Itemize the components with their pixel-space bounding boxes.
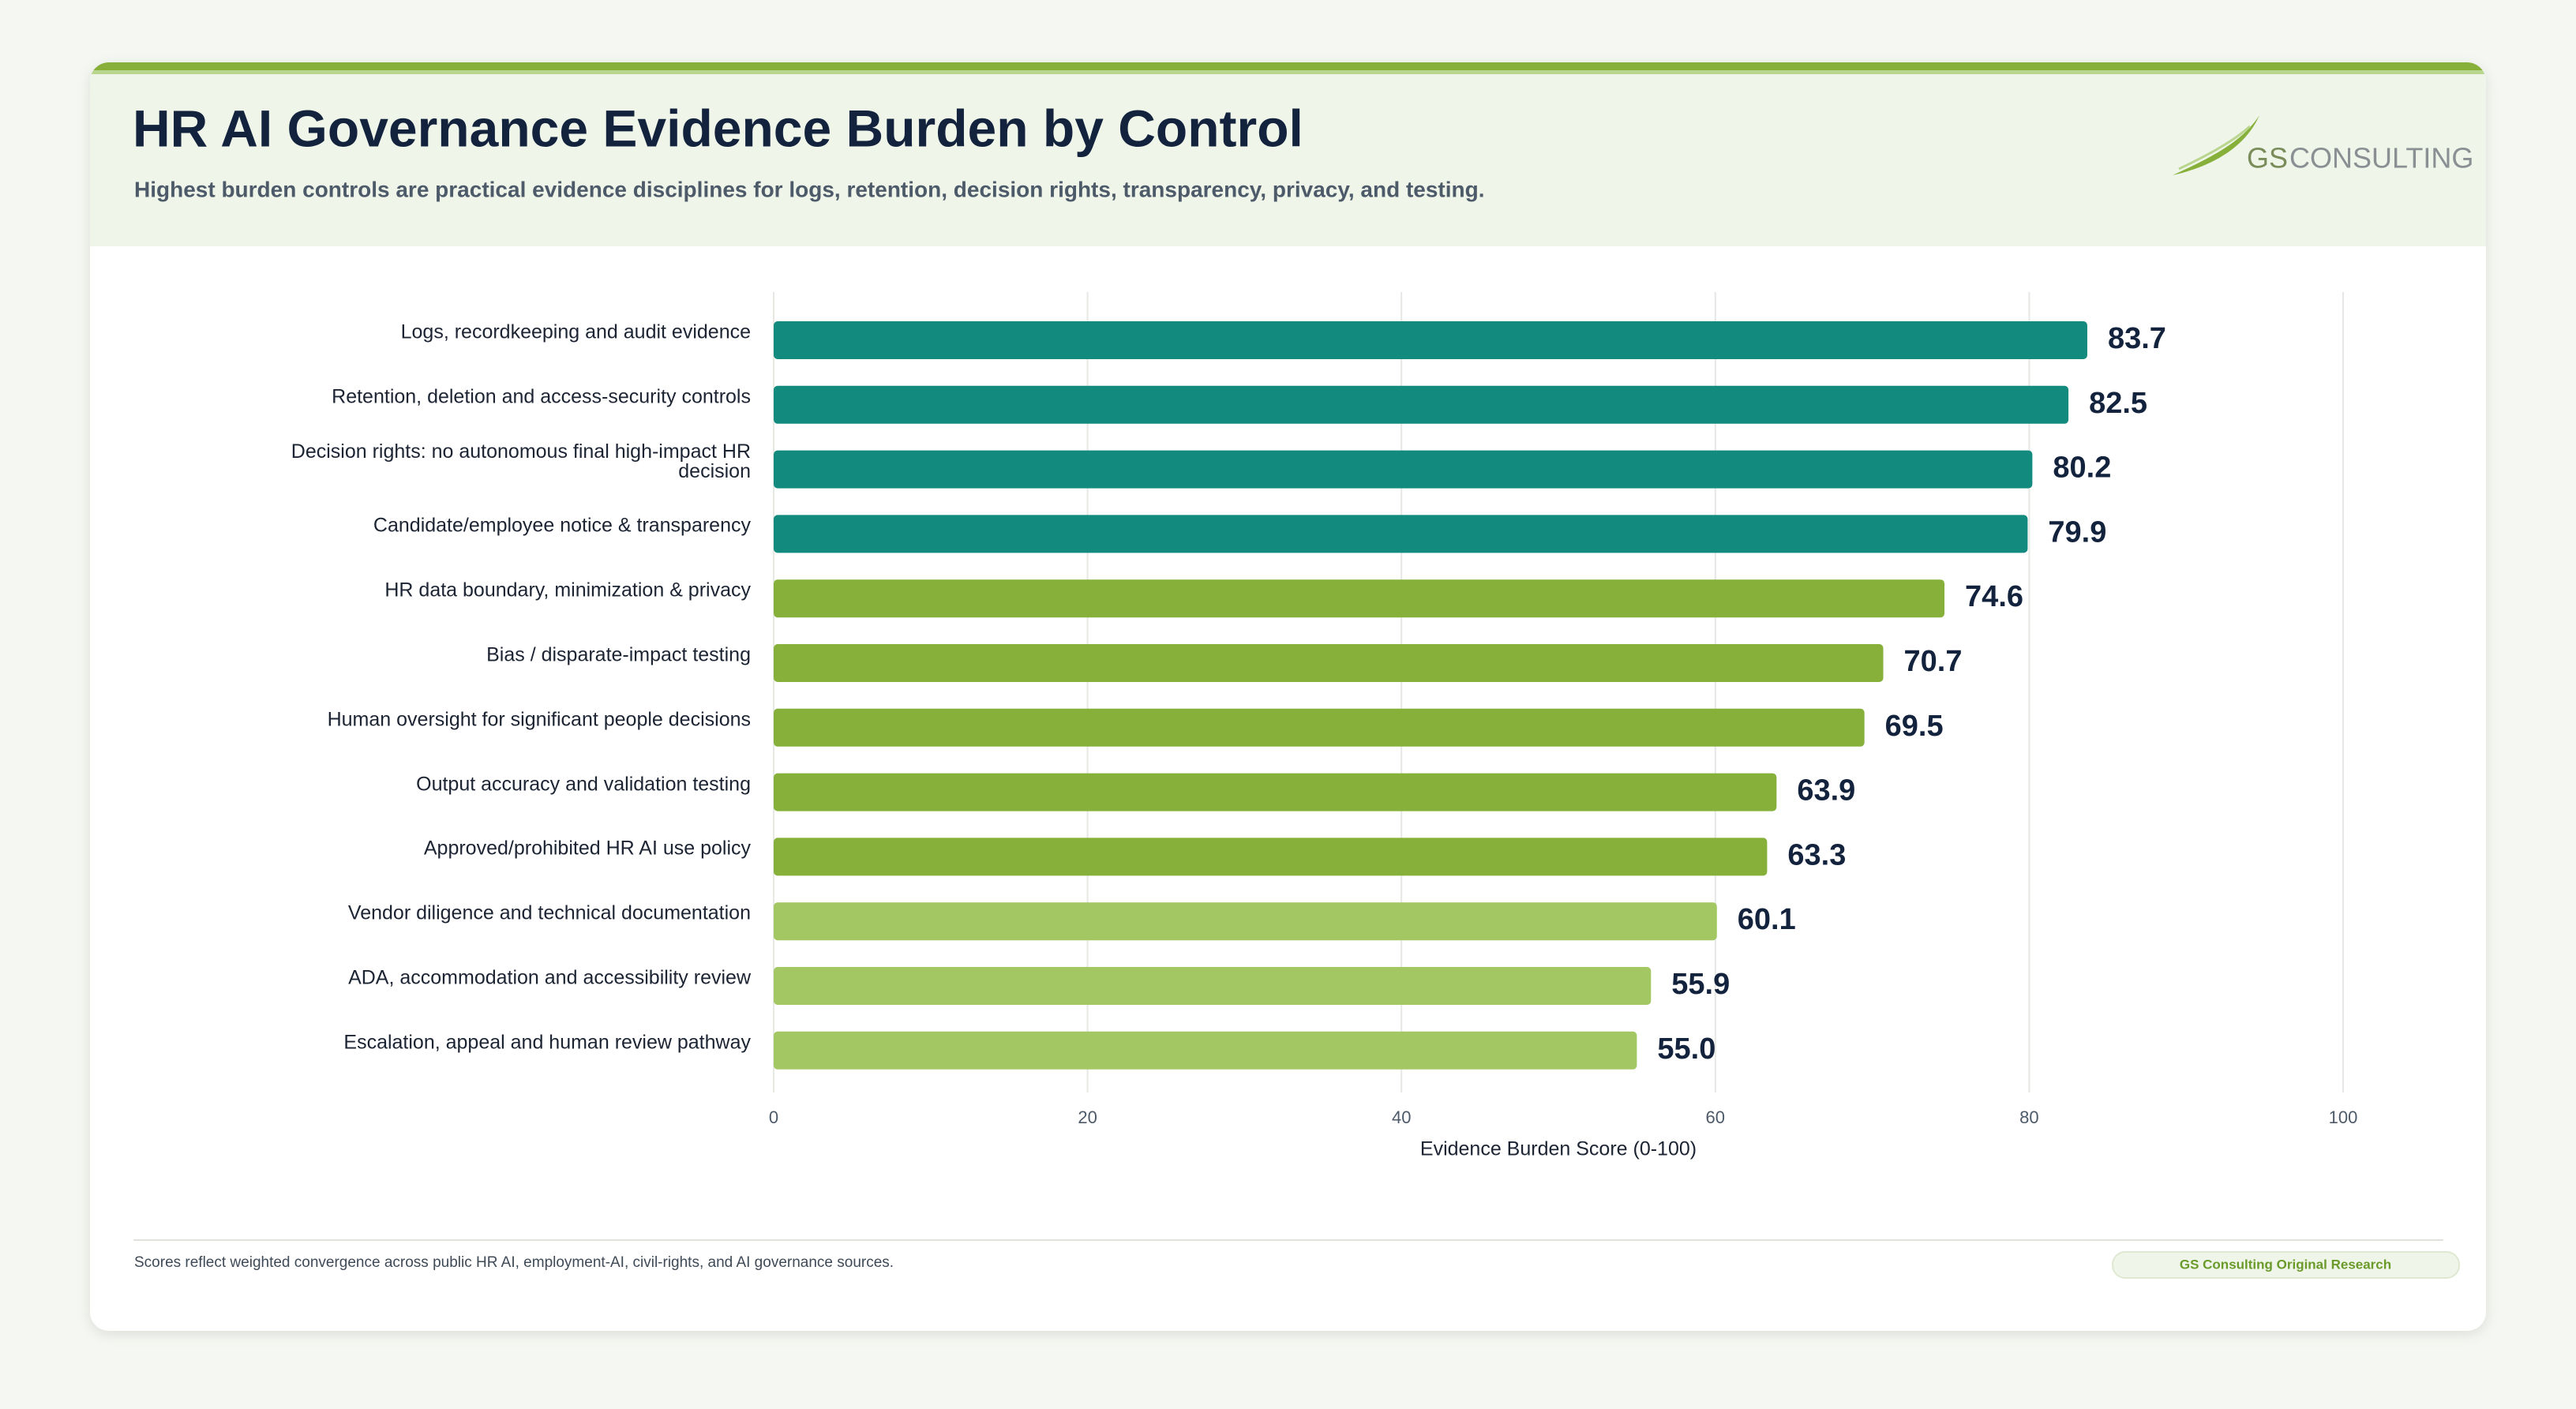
- x-tick-label: 80: [2019, 1107, 2038, 1127]
- logo-name: CONSULTING: [2289, 142, 2473, 174]
- bar: [774, 450, 2033, 489]
- bar: [774, 644, 1884, 682]
- category-label: Candidate/employee notice & transparency: [373, 514, 751, 537]
- value-label: 79.9: [2048, 515, 2106, 549]
- category-label: Retention, deletion and access-security …: [332, 385, 751, 408]
- category-label: Bias / disparate-impact testing: [486, 643, 751, 666]
- value-label: 74.6: [1965, 580, 2023, 613]
- value-label: 69.5: [1885, 710, 1944, 743]
- header-band: [90, 62, 2486, 246]
- category-label: Logs, recordkeeping and audit evidence: [400, 320, 751, 343]
- chart-subtitle: Highest burden controls are practical ev…: [134, 177, 1485, 201]
- logo-swoosh-line: [2178, 125, 2252, 171]
- value-label: 55.9: [1671, 968, 1730, 1001]
- card: [90, 62, 2486, 1331]
- category-label: Output accuracy and validation testing: [416, 773, 751, 796]
- value-label: 63.3: [1787, 838, 1846, 871]
- bar: [774, 708, 1865, 747]
- bar: [774, 902, 1717, 941]
- value-label: 63.9: [1797, 774, 1855, 808]
- x-tick-label: 0: [769, 1107, 778, 1127]
- category-label: ADA, accommodation and accessibility rev…: [348, 966, 751, 989]
- value-label: 82.5: [2089, 387, 2147, 420]
- bar: [774, 385, 2069, 424]
- bar: [774, 1031, 1637, 1070]
- value-label: 80.2: [2053, 452, 2111, 485]
- value-label: 83.7: [2108, 322, 2166, 355]
- badge-text: GS Consulting Original Research: [2180, 1257, 2391, 1272]
- top-accent-light: [90, 70, 2486, 74]
- bar: [774, 579, 1945, 618]
- x-tick-label: 60: [1706, 1107, 1725, 1127]
- chart-title: HR AI Governance Evidence Burden by Cont…: [133, 99, 1303, 157]
- x-tick-label: 20: [1078, 1107, 1097, 1127]
- bar: [774, 967, 1652, 1005]
- category-label: Vendor diligence and technical documenta…: [347, 901, 751, 924]
- footnote: Scores reflect weighted convergence acro…: [134, 1254, 894, 1271]
- category-label: HR data boundary, minimization & privacy: [384, 579, 751, 601]
- value-label: 60.1: [1738, 903, 1796, 936]
- bar: [774, 838, 1768, 876]
- x-tick-label: 100: [2329, 1107, 2358, 1127]
- bar: [774, 515, 2028, 553]
- value-label: 70.7: [1904, 645, 1963, 678]
- category-label: Decision rights: no autonomous final hig…: [291, 440, 751, 482]
- x-axis-label: Evidence Burden Score (0-100): [1420, 1138, 1697, 1160]
- category-label: Human oversight for significant people d…: [327, 708, 751, 731]
- category-label: Approved/prohibited HR AI use policy: [423, 837, 751, 860]
- category-label: Escalation, appeal and human review path…: [343, 1031, 751, 1054]
- bar: [774, 321, 2087, 359]
- value-label: 55.0: [1657, 1032, 1715, 1066]
- logo-mark: GS: [2247, 142, 2288, 174]
- badge: [2112, 1251, 2460, 1279]
- bar: [774, 773, 1777, 811]
- top-accent: [90, 62, 2486, 70]
- x-tick-label: 40: [1392, 1107, 1411, 1127]
